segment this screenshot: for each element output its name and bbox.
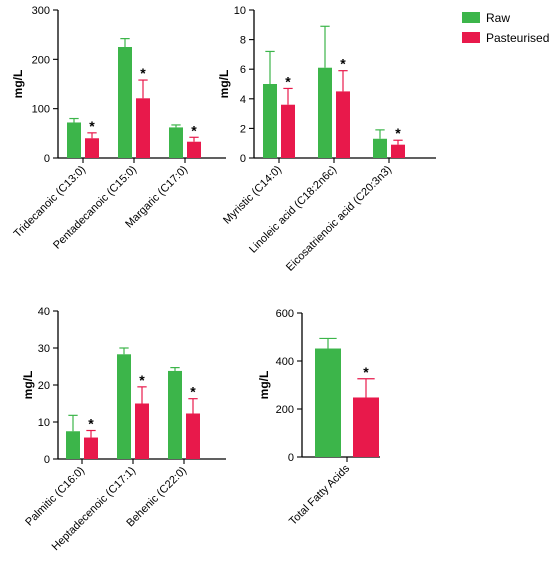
bar-raw [373, 138, 387, 158]
category-label: Pentadecanoic (C15:0) [51, 164, 139, 252]
bar-pasteurised [281, 104, 295, 158]
bar-pasteurised [391, 144, 405, 158]
y-tick-label: 400 [276, 356, 294, 368]
bar-raw [315, 348, 341, 457]
bar-raw [117, 354, 131, 459]
y-tick-label: 6 [240, 64, 246, 76]
bar-pasteurised [135, 403, 149, 459]
bar-pasteurised [186, 413, 200, 459]
y-axis-label: mg/L [217, 70, 231, 99]
bar-pasteurised [85, 138, 99, 158]
bar-pasteurised [136, 98, 150, 158]
significance-marker: * [190, 384, 196, 400]
category-label: Heptadecenoic (C17:1) [50, 465, 138, 553]
bar-pasteurised [84, 437, 98, 459]
bar-raw [118, 47, 132, 158]
y-tick-label: 10 [234, 5, 246, 17]
chart-panel-4: 0 200 400 600 mg/L * Total Fatty Acids [257, 308, 380, 528]
y-tick-label: 100 [32, 104, 50, 116]
y-tick-label: 0 [240, 153, 246, 165]
legend-swatch-pasteurised [462, 32, 480, 43]
bar-raw [168, 370, 182, 459]
y-tick-label: 300 [32, 5, 50, 17]
y-tick-label: 0 [288, 452, 294, 464]
significance-marker: * [395, 125, 401, 141]
category-label: Total Fatty Acids [287, 462, 352, 527]
significance-marker: * [191, 122, 197, 138]
category-label: Myristic (C14:0) [221, 164, 284, 227]
y-tick-label: 40 [38, 306, 50, 318]
bar-raw [263, 84, 277, 158]
y-tick-label: 200 [32, 54, 50, 66]
y-axis-label: mg/L [11, 70, 25, 99]
bar-raw [66, 431, 80, 459]
y-axis-label: mg/L [21, 371, 35, 400]
significance-marker: * [139, 372, 145, 388]
significance-marker: * [285, 73, 291, 89]
bar-raw [169, 127, 183, 158]
category-label: Eicosatrienoic acid (C20:3n3) [284, 164, 394, 274]
bar-raw [318, 67, 332, 158]
y-tick-label: 4 [240, 94, 246, 106]
y-tick-label: 20 [38, 380, 50, 392]
legend-label-raw: Raw [486, 11, 510, 25]
y-tick-label: 0 [44, 153, 50, 165]
significance-marker: * [88, 416, 94, 432]
y-tick-label: 10 [38, 417, 50, 429]
significance-marker: * [363, 364, 369, 380]
significance-marker: * [340, 56, 346, 72]
bar-pasteurised [187, 141, 201, 158]
legend: Raw Pasteurised [462, 11, 549, 45]
bar-pasteurised [336, 91, 350, 158]
y-tick-label: 200 [276, 404, 294, 416]
significance-marker: * [140, 65, 146, 81]
y-tick-label: 30 [38, 343, 50, 355]
y-axis-label: mg/L [257, 371, 271, 400]
legend-label-pasteurised: Pasteurised [486, 31, 549, 45]
legend-swatch-raw [462, 12, 480, 23]
bar-raw [67, 122, 81, 158]
bar-pasteurised [353, 397, 379, 457]
y-tick-label: 2 [240, 123, 246, 135]
significance-marker: * [89, 118, 95, 134]
y-tick-label: 0 [44, 454, 50, 466]
y-tick-label: 600 [276, 308, 294, 320]
y-tick-label: 8 [240, 35, 246, 47]
